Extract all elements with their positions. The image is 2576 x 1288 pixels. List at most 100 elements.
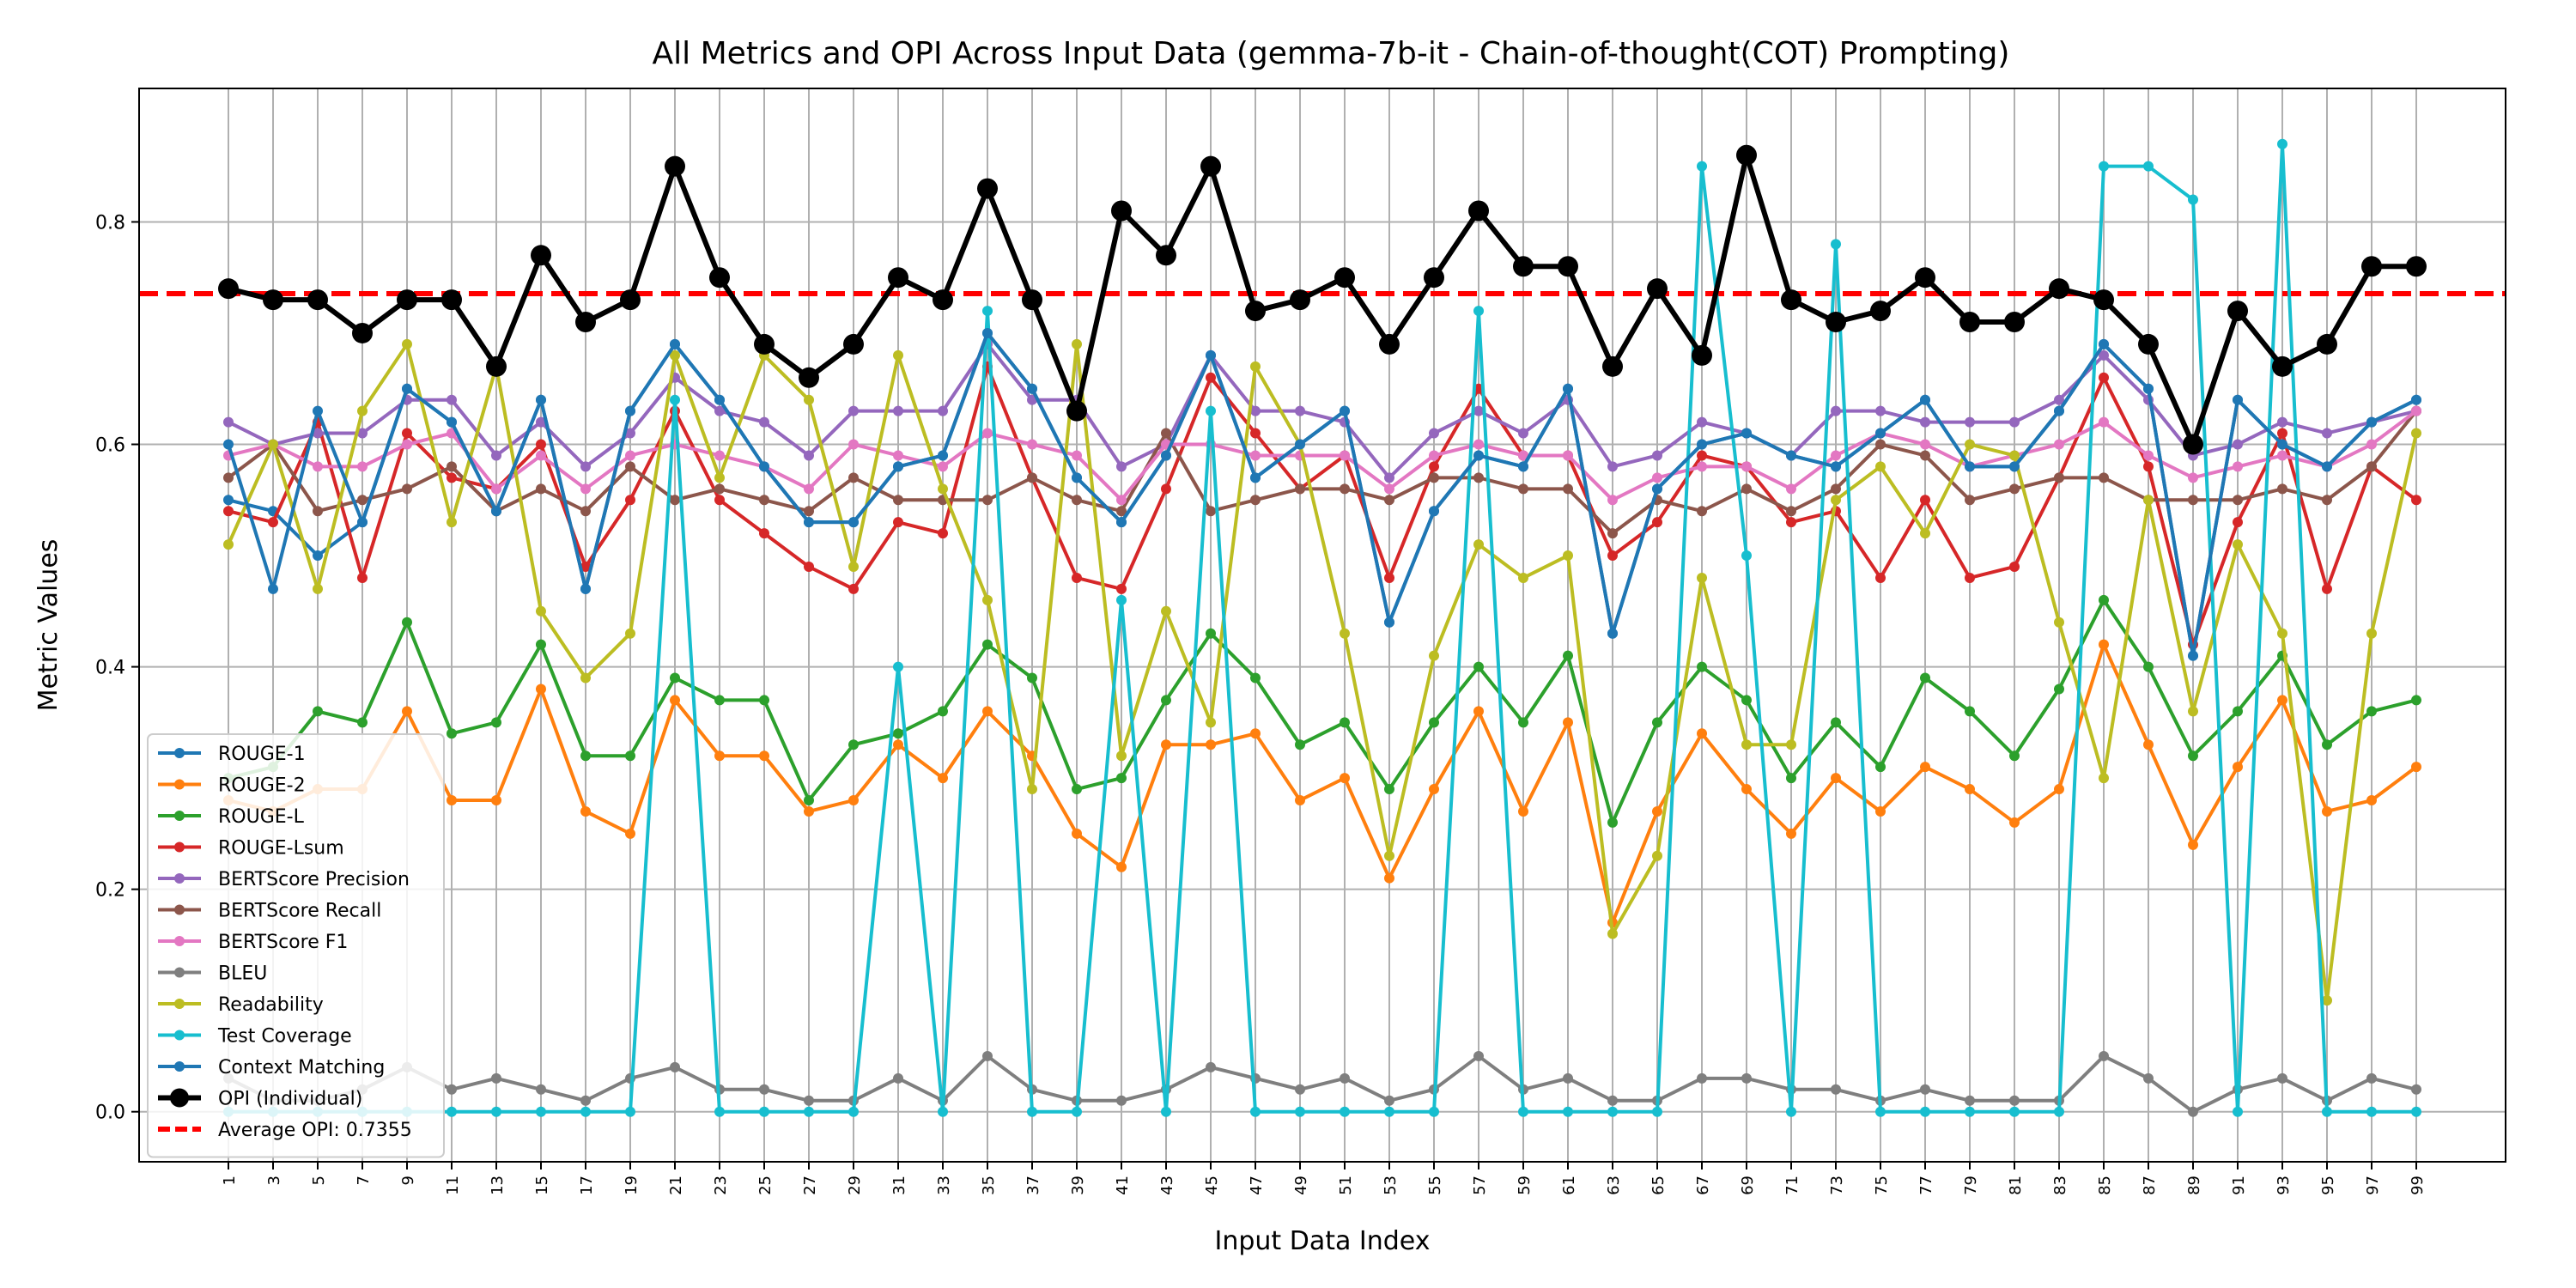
data-point (848, 405, 859, 416)
data-point (1111, 200, 1132, 222)
data-point (1473, 439, 1484, 450)
data-point (402, 706, 412, 717)
data-point (2099, 349, 2109, 361)
data-point (1831, 1084, 1841, 1095)
data-point (1736, 144, 1757, 166)
data-point (1429, 650, 1439, 661)
data-point (714, 750, 725, 762)
data-point (536, 1106, 546, 1117)
data-point (1920, 672, 1930, 683)
data-point (447, 795, 457, 806)
data-point (1518, 461, 1528, 472)
data-point (799, 367, 819, 388)
data-point (491, 483, 501, 495)
data-point (2411, 428, 2421, 439)
data-point (580, 805, 591, 817)
data-point (888, 267, 908, 289)
data-point (1384, 472, 1394, 483)
data-point (313, 506, 323, 517)
data-point (2227, 301, 2248, 322)
data-point (714, 450, 725, 461)
series-context-matching (223, 327, 2421, 661)
data-point (441, 289, 462, 311)
x-tick-label: 67 (1694, 1176, 1712, 1195)
data-point (491, 795, 501, 806)
data-point (1072, 338, 1082, 349)
data-point (2054, 439, 2064, 450)
data-point (2054, 617, 2064, 628)
data-point (580, 561, 591, 572)
data-point (625, 461, 635, 472)
data-point (357, 428, 368, 439)
data-point (2366, 461, 2377, 472)
data-point (357, 517, 368, 528)
data-point (1206, 349, 1216, 361)
data-point (402, 439, 412, 450)
x-tick-label: 65 (1649, 1176, 1668, 1195)
data-point (1340, 1072, 1350, 1084)
legend-label: ROUGE-2 (218, 775, 306, 797)
x-tick-label: 91 (2230, 1176, 2248, 1195)
data-point (2277, 416, 2287, 428)
data-point (1697, 161, 1707, 172)
data-point (1915, 267, 1935, 289)
data-point (1697, 1072, 1707, 1084)
data-point (1116, 750, 1127, 762)
data-point (1116, 861, 1127, 872)
data-point (938, 1106, 948, 1117)
x-tick-label: 63 (1605, 1176, 1623, 1195)
data-point (2322, 428, 2332, 439)
data-point (2143, 450, 2154, 461)
data-point (223, 506, 234, 517)
legend-label: Test Coverage (217, 1026, 352, 1048)
data-point (1022, 289, 1042, 311)
x-tick-label: 15 (533, 1176, 551, 1195)
data-point (1920, 416, 1930, 428)
legend-marker (174, 936, 185, 946)
data-point (1786, 739, 1796, 750)
data-point (1072, 572, 1082, 583)
data-point (2322, 583, 2332, 594)
data-point (2233, 539, 2243, 550)
data-point (1875, 461, 1886, 472)
data-point (402, 617, 412, 628)
data-point (804, 1106, 814, 1117)
data-point (2322, 805, 2332, 817)
data-point (1875, 428, 1886, 439)
data-point (1697, 728, 1707, 739)
data-point (491, 506, 501, 517)
data-point (670, 672, 680, 683)
series-opi-individual (218, 144, 2427, 455)
data-point (1250, 450, 1261, 461)
data-point (2233, 394, 2243, 405)
x-tick-label: 37 (1024, 1176, 1042, 1195)
data-point (2099, 338, 2109, 349)
data-point (1607, 1095, 1618, 1106)
data-point (447, 416, 457, 428)
series-line (228, 598, 2417, 824)
data-point (2054, 784, 2064, 795)
data-point (754, 333, 775, 355)
data-point (313, 461, 323, 472)
x-tick-label: 69 (1739, 1176, 1757, 1195)
data-point (2004, 312, 2025, 333)
data-point (804, 450, 814, 461)
data-point (1250, 495, 1261, 506)
data-point (1652, 517, 1662, 528)
data-point (1781, 289, 1801, 311)
data-point (1116, 1095, 1127, 1106)
data-point (2411, 1106, 2421, 1117)
data-point (1741, 739, 1752, 750)
data-point (2188, 472, 2198, 483)
series-line (228, 642, 2418, 925)
plot-frame (138, 88, 2506, 1163)
data-point (1156, 245, 1176, 266)
legend-entry: Context Matching (158, 1057, 385, 1078)
data-point (1563, 383, 1573, 394)
data-point (1831, 405, 1841, 416)
data-point (1340, 450, 1350, 461)
data-point (580, 583, 591, 594)
data-point (491, 717, 501, 728)
data-point (625, 750, 635, 762)
data-point (709, 267, 730, 289)
